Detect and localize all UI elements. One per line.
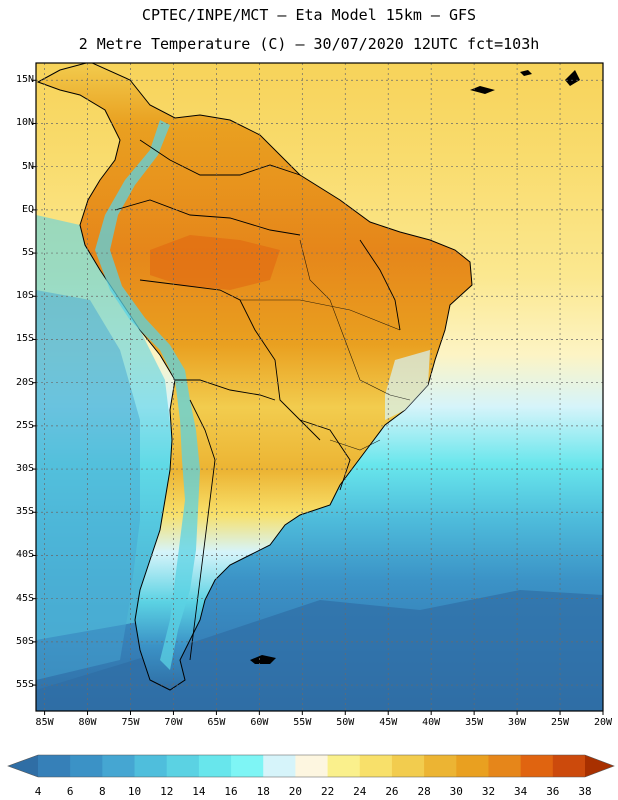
colorbar <box>7 754 615 778</box>
colorbar-segment <box>70 755 103 777</box>
colorbar-segment <box>327 755 361 777</box>
lat-label: 25S <box>15 419 34 431</box>
lat-label: 10N <box>15 117 34 129</box>
lat-label: 45S <box>15 592 34 604</box>
lon-label: 55W <box>293 717 312 728</box>
plot-frame <box>35 62 604 712</box>
colorbar-segment <box>231 755 264 777</box>
colorbar-tick-label: 28 <box>417 785 431 798</box>
colorbar-tick-label: 24 <box>353 785 367 798</box>
colorbar-segment <box>391 755 425 777</box>
pacific-mid-band <box>36 290 140 680</box>
lon-label: 80W <box>78 717 97 728</box>
lon-label: 70W <box>164 717 183 728</box>
colorbar-tick-label: 14 <box>192 785 206 798</box>
colorbar-segment <box>359 755 393 777</box>
colorbar-tick-label: 34 <box>514 785 528 798</box>
lat-label: 30S <box>15 463 34 475</box>
colorbar-tick-label: 18 <box>256 785 270 798</box>
amazon-hot-zone <box>150 235 280 290</box>
grid-lines <box>36 63 603 711</box>
lat-label: 15S <box>15 333 34 345</box>
colorbar-segment <box>520 755 554 777</box>
lon-label: 50W <box>336 717 355 728</box>
lon-label: 65W <box>207 717 226 728</box>
colorbar-low-arrow <box>8 755 38 777</box>
colorbar-outline <box>7 754 615 778</box>
colorbar-tick-label: 20 <box>288 785 303 798</box>
colorbar-segment <box>424 755 457 777</box>
colorbar-tick-label: 10 <box>127 785 142 798</box>
lat-label: 50S <box>15 635 34 647</box>
lon-label: 35W <box>465 717 484 728</box>
lon-label: 20W <box>593 717 613 728</box>
brazil-coast-cool <box>385 350 430 420</box>
lat-label: 5N <box>21 160 34 172</box>
colorbar-tick-label: 6 <box>66 785 74 798</box>
state-borders <box>240 239 411 451</box>
colorbar-segment <box>166 755 200 777</box>
colorbar-segment <box>134 755 168 777</box>
lat-label: 5S <box>21 247 34 259</box>
lat-label: 35S <box>15 506 34 518</box>
colorbar-tick-label: 4 <box>34 785 42 798</box>
axis-ticks <box>32 79 604 715</box>
lat-label: 20S <box>15 376 34 388</box>
colorbar-segment <box>456 755 489 777</box>
lon-label: 25W <box>551 717 570 728</box>
colorbar-segment <box>552 755 586 777</box>
lat-label: 55S <box>15 679 34 691</box>
colorbar-tick-label: 12 <box>160 785 174 798</box>
andes-cold-strip <box>95 120 200 670</box>
lat-label: EQ <box>21 203 34 215</box>
lon-label: 30W <box>508 717 527 728</box>
caribbean-islands <box>470 70 580 94</box>
lon-label: 40W <box>422 717 441 728</box>
lat-label: 10S <box>15 290 34 302</box>
colorbar-tick-label: 26 <box>385 785 399 798</box>
colorbar-tick-label: 38 <box>578 785 592 798</box>
colorbar-tick-label: 32 <box>481 785 496 798</box>
colorbar-tick-label: 30 <box>449 785 463 798</box>
colorbar-tick-label: 22 <box>320 785 335 798</box>
colorbar-segment <box>38 755 71 777</box>
colorbar-tick-label: 16 <box>224 785 238 798</box>
colorbar-tick-label: 8 <box>99 785 106 798</box>
colorbar-segment <box>198 755 232 777</box>
colorbar-segment <box>263 755 296 777</box>
colorbar-segment <box>488 755 522 777</box>
lon-label: 85W <box>35 717 54 728</box>
lon-label: 45W <box>379 717 398 728</box>
lat-label: 15N <box>15 74 34 86</box>
colorbar-tick-label: 36 <box>546 785 560 798</box>
lon-label: 75W <box>121 717 140 728</box>
lon-label: 60W <box>250 717 269 728</box>
colorbar-high-arrow <box>585 755 614 777</box>
map-subtitle: 2 Metre Temperature (C) – 30/07/2020 12U… <box>78 35 540 53</box>
colorbar-segment <box>102 755 136 777</box>
colorbar-segment <box>295 755 329 777</box>
falkland-islands <box>250 655 276 664</box>
lat-label: 40S <box>15 549 34 561</box>
map-title: CPTEC/INPE/MCT – Eta Model 15km – GFS <box>141 6 477 24</box>
